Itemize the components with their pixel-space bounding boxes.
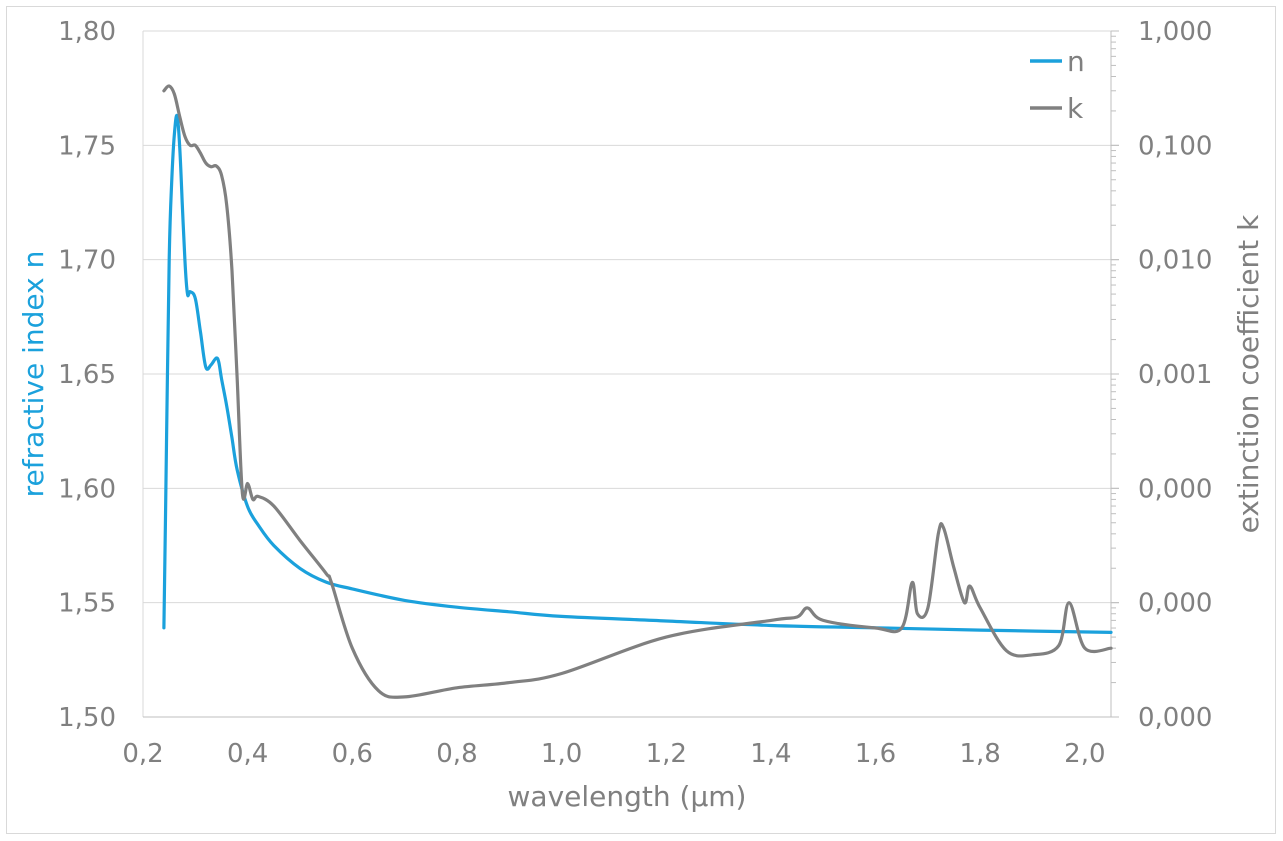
right-axis-title: extinction coefficient k [1232, 214, 1265, 534]
x-tick-label: 0,2 [122, 739, 163, 769]
x-tick-label: 0,4 [227, 739, 268, 769]
right-tick-label: 0,010 [1138, 246, 1212, 276]
legend-label-k: k [1067, 92, 1084, 125]
grid-lines [143, 30, 1111, 604]
left-tick-label: 1,65 [58, 360, 116, 390]
right-tick-label: 0,001 [1138, 360, 1212, 390]
x-tick-label: 1,2 [646, 739, 687, 769]
tick-labels: 0,2 0,4 0,6 0,8 1,0 1,2 1,4 1,6 1,8 2,0 1,50 1,55 1,… [58, 17, 1212, 769]
left-axis-title: refractive index n [17, 251, 50, 498]
left-tick-label: 1,75 [58, 131, 116, 161]
left-tick-label: 1,60 [58, 474, 116, 504]
chart-frame [6, 6, 1276, 834]
left-tick-label: 1,80 [58, 17, 116, 47]
legend-label-n: n [1067, 45, 1085, 78]
x-tick-label: 2,0 [1064, 739, 1105, 769]
axes [142, 30, 1119, 718]
right-tick-label: 0,000 [1138, 474, 1212, 504]
left-tick-label: 1,50 [58, 703, 116, 733]
x-tick-label: 1,8 [960, 739, 1001, 769]
series-lines [162, 84, 1113, 699]
right-tick-label: 0,000 [1138, 703, 1212, 733]
right-tick-label: 1,000 [1138, 17, 1212, 47]
x-tick-label: 0,6 [332, 739, 373, 769]
right-tick-label: 0,100 [1138, 131, 1212, 161]
x-tick-label: 1,4 [750, 739, 791, 769]
left-tick-label: 1,70 [58, 246, 116, 276]
series-line-n [162, 113, 1113, 634]
x-tick-label: 0,8 [436, 739, 477, 769]
x-tick-label: 1,0 [541, 739, 582, 769]
legend: nk [1030, 45, 1085, 125]
x-axis-title: wavelength (µm) [508, 780, 747, 813]
right-tick-label: 0,000 [1138, 589, 1212, 619]
x-tick-label: 1,6 [855, 739, 896, 769]
series-line-k [162, 84, 1113, 699]
left-tick-label: 1,55 [58, 589, 116, 619]
